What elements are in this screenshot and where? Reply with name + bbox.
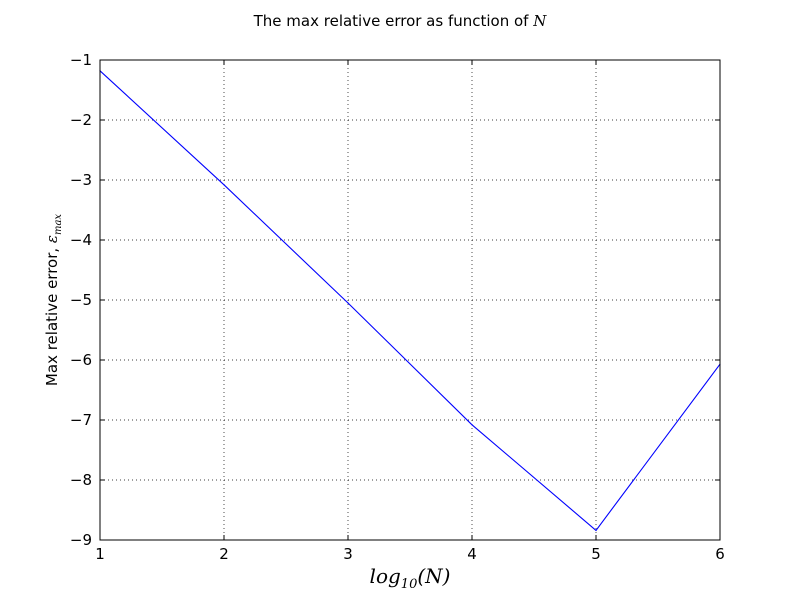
y-tick-label: −2 (70, 111, 92, 129)
data-point (595, 529, 597, 532)
x-tick-label: 3 (343, 545, 353, 563)
series-line (99, 70, 721, 532)
x-tick-label: 2 (219, 545, 229, 563)
chart-title: The max relative error as function of N (253, 12, 548, 30)
grid-lines (100, 60, 720, 540)
y-tick-label: −7 (70, 411, 92, 429)
y-tick-label: −3 (70, 171, 92, 189)
data-point (471, 424, 473, 426)
y-tick-label: −8 (70, 471, 92, 489)
x-tick-label: 4 (467, 545, 477, 563)
x-tick-label: 6 (715, 545, 725, 563)
data-point (223, 184, 225, 186)
axis-ticks: 1 2 3 4 5 6 −1 −2 −3 −4 −5 −6 −7 −8 −9 (70, 51, 725, 563)
y-tick-label: −6 (70, 351, 92, 369)
data-point (347, 302, 349, 304)
y-tick-label: −5 (70, 291, 92, 309)
x-axis-label: log10(N) (370, 564, 451, 592)
y-tick-label: −1 (70, 51, 92, 69)
series-layer (99, 70, 721, 532)
x-tick-label: 5 (591, 545, 601, 563)
x-tick-label: 1 (95, 545, 105, 563)
y-tick-label: −4 (70, 231, 92, 249)
y-tick-label: −9 (70, 531, 92, 549)
y-axis-label: Max relative error, εmax (43, 214, 64, 386)
